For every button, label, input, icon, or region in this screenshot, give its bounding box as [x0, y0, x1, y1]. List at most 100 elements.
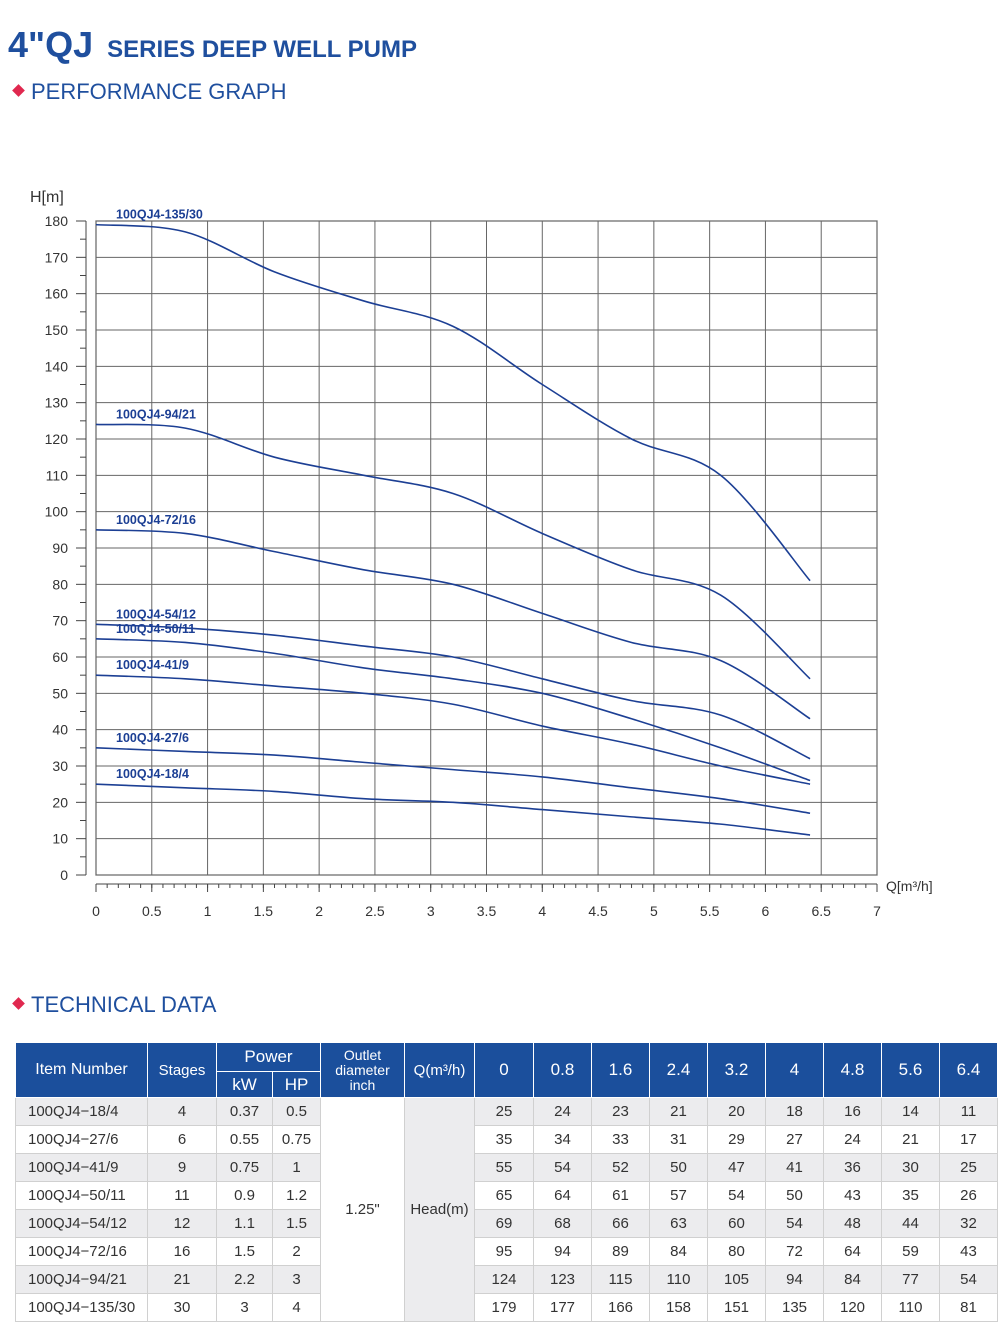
head-value-cell: 47 — [707, 1153, 766, 1182]
head-value-cell: 21 — [881, 1125, 940, 1154]
head-value-cell: 135 — [765, 1293, 824, 1322]
curve-label: 100QJ4-27/6 — [116, 731, 189, 745]
head-value-cell: 68 — [533, 1209, 592, 1238]
section-performance-graph: PERFORMANCE GRAPH — [12, 79, 287, 105]
curve-label: 100QJ4-135/30 — [116, 208, 203, 222]
section-technical-data: TECHNICAL DATA — [12, 992, 216, 1018]
y-tick-label: 110 — [46, 467, 69, 483]
x-tick-label: 4 — [538, 903, 546, 919]
head-value-cell: 94 — [533, 1237, 592, 1266]
curve-100qj4-50-11 — [95, 638, 811, 782]
curve-label: 100QJ4-72/16 — [116, 513, 196, 527]
head-value-cell: 54 — [765, 1209, 824, 1238]
head-value-cell: 24 — [823, 1125, 882, 1154]
head-value-cell: 33 — [591, 1125, 650, 1154]
head-value-cell: 48 — [823, 1209, 882, 1238]
x-tick-label: 2 — [315, 903, 323, 919]
head-value-cell: 50 — [765, 1181, 824, 1210]
head-value-cell: 158 — [649, 1293, 708, 1322]
stages-cell: 21 — [147, 1265, 217, 1294]
stages-cell: 4 — [147, 1097, 217, 1126]
head-value-cell: 54 — [939, 1265, 998, 1294]
section-title: PERFORMANCE GRAPH — [31, 79, 287, 104]
head-value-cell: 57 — [649, 1181, 708, 1210]
y-tick-label: 160 — [45, 286, 69, 302]
head-value-cell: 35 — [474, 1125, 534, 1154]
table-row: 100QJ4−135/30 30 3 4 179 177 166 158 151 135 120 11… — [15, 1293, 998, 1322]
curve-label: 100QJ4-94/21 — [116, 407, 196, 421]
curve-label: 100QJ4-54/12 — [116, 607, 196, 621]
head-value-cell: 43 — [823, 1181, 882, 1210]
header-outlet: Outlet diameter inch — [320, 1042, 405, 1098]
hp-cell: 0.5 — [272, 1097, 321, 1126]
hp-cell: 3 — [272, 1265, 321, 1294]
head-value-cell: 179 — [474, 1293, 534, 1322]
item-number: 100QJ4−94/21 — [15, 1265, 148, 1294]
head-value-cell: 31 — [649, 1125, 708, 1154]
head-value-cell: 30 — [881, 1153, 940, 1182]
hp-cell: 1 — [272, 1153, 321, 1182]
y-tick-label: 100 — [45, 504, 69, 520]
head-value-cell: 69 — [474, 1209, 534, 1238]
head-value-cell: 64 — [823, 1237, 882, 1266]
stages-cell: 12 — [147, 1209, 217, 1238]
performance-chart: 0 0.5 1 1.5 2 2.5 3 3.5 4 4.5 5 5.5 6 6.5 701020304050… — [30, 189, 933, 919]
diamond-bullet-icon — [12, 996, 25, 1010]
y-tick-label: 10 — [52, 831, 68, 847]
head-value-cell: 84 — [649, 1237, 708, 1266]
kw-cell: 0.75 — [216, 1153, 273, 1182]
outlet-diameter-cell: 1.25" — [320, 1097, 405, 1322]
curve-100qj4-54-12 — [95, 623, 811, 760]
head-value-cell: 123 — [533, 1265, 592, 1294]
kw-cell: 3 — [216, 1293, 273, 1322]
header-flow: 0 — [474, 1042, 534, 1098]
y-tick-label: 70 — [52, 613, 68, 629]
head-value-cell: 17 — [939, 1125, 998, 1154]
hp-cell: 1.2 — [272, 1181, 321, 1210]
stages-cell: 9 — [147, 1153, 217, 1182]
item-number: 100QJ4−50/11 — [15, 1181, 148, 1210]
head-value-cell: 105 — [707, 1265, 766, 1294]
head-value-cell: 166 — [591, 1293, 650, 1322]
head-value-cell: 27 — [765, 1125, 824, 1154]
kw-cell: 2.2 — [216, 1265, 273, 1294]
head-value-cell: 20 — [707, 1097, 766, 1126]
y-tick-label: 90 — [52, 540, 68, 556]
header-kw: kW — [216, 1071, 273, 1098]
head-value-cell: 64 — [533, 1181, 592, 1210]
head-value-cell: 59 — [881, 1237, 940, 1266]
head-value-cell: 89 — [591, 1237, 650, 1266]
x-tick-label: 0 — [92, 903, 100, 919]
head-value-cell: 81 — [939, 1293, 998, 1322]
header-flow: 5.6 — [881, 1042, 940, 1098]
head-value-cell: 72 — [765, 1237, 824, 1266]
y-axis-label: H[m] — [30, 189, 64, 206]
x-tick-label: 7 — [873, 903, 881, 919]
x-tick-label: 3.5 — [477, 903, 497, 919]
x-tick-label: 5 — [650, 903, 658, 919]
item-number: 100QJ4−27/6 — [15, 1125, 148, 1154]
x-tick-label: 1.5 — [254, 903, 274, 919]
hp-cell: 0.75 — [272, 1125, 321, 1154]
curve-100qj4-41-9 — [95, 674, 811, 785]
header-flow: 4.8 — [823, 1042, 882, 1098]
head-value-cell: 34 — [533, 1125, 592, 1154]
head-value-cell: 29 — [707, 1125, 766, 1154]
item-number: 100QJ4−135/30 — [15, 1293, 148, 1322]
head-value-cell: 110 — [649, 1265, 708, 1294]
head-value-cell: 35 — [881, 1181, 940, 1210]
stages-cell: 6 — [147, 1125, 217, 1154]
kw-cell: 0.55 — [216, 1125, 273, 1154]
kw-cell: 0.37 — [216, 1097, 273, 1126]
x-tick-label: 3 — [427, 903, 435, 919]
table-row: 100QJ4−72/16 16 1.5 2 95 94 89 84 80 72 64 59 43 — [15, 1237, 998, 1266]
head-value-cell: 124 — [474, 1265, 534, 1294]
x-tick-label: 5.5 — [700, 903, 720, 919]
model-name: 4"QJ — [8, 24, 94, 65]
head-value-cell: 77 — [881, 1265, 940, 1294]
header-item-number: Item Number — [15, 1042, 148, 1098]
x-tick-label: 0.5 — [142, 903, 162, 919]
header-stages: Stages — [147, 1042, 217, 1098]
head-value-cell: 177 — [533, 1293, 592, 1322]
